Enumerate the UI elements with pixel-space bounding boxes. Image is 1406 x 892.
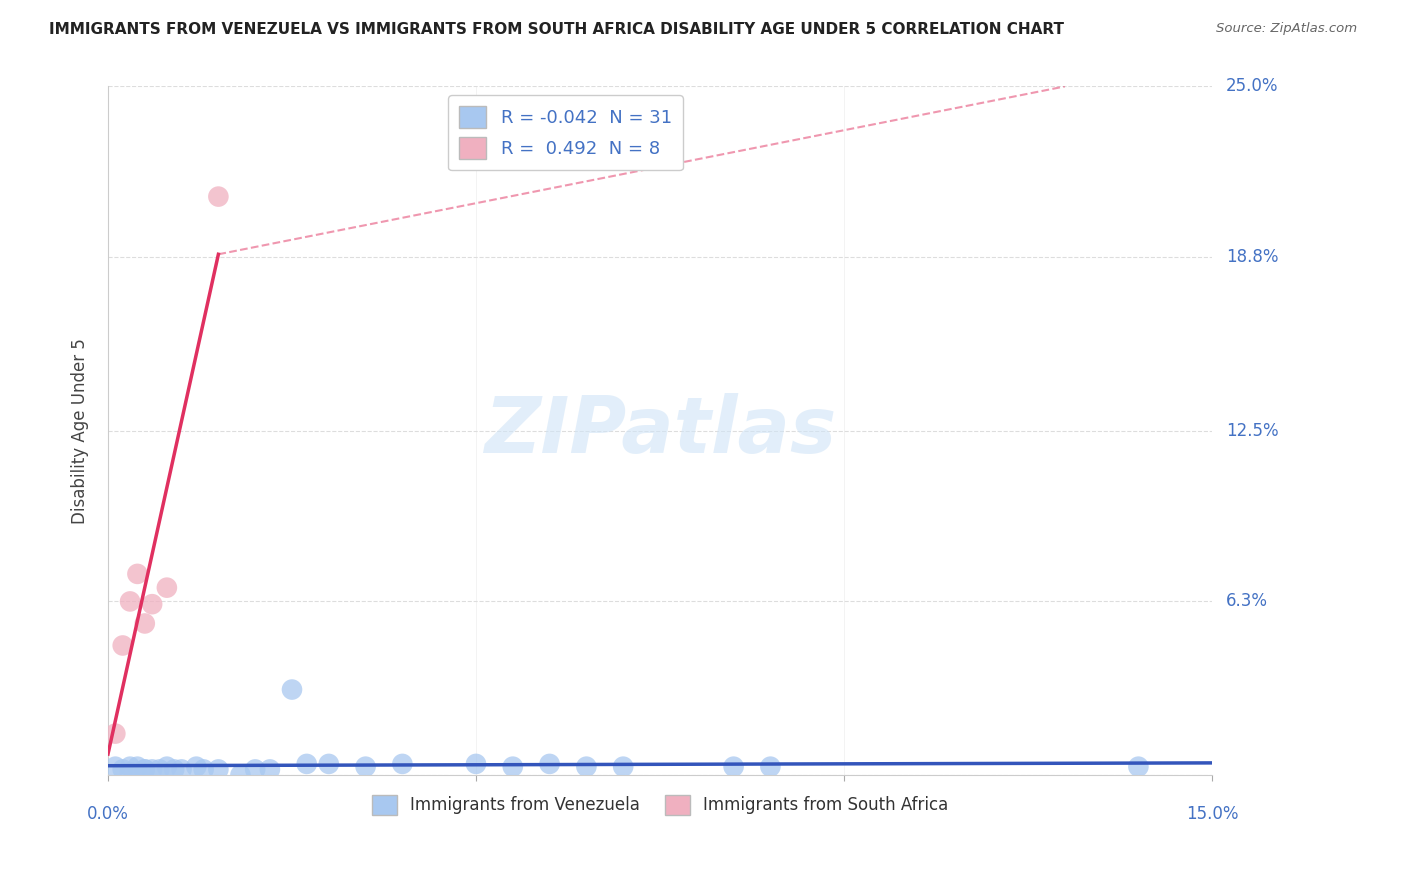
Y-axis label: Disability Age Under 5: Disability Age Under 5 <box>72 338 89 524</box>
Point <box>156 759 179 773</box>
Text: 18.8%: 18.8% <box>1226 248 1278 266</box>
Point <box>612 759 634 773</box>
Point <box>170 763 193 777</box>
Point <box>141 763 163 777</box>
Point <box>1128 759 1150 773</box>
Point <box>391 756 413 771</box>
Point <box>354 759 377 773</box>
Text: Source: ZipAtlas.com: Source: ZipAtlas.com <box>1216 22 1357 36</box>
Text: 15.0%: 15.0% <box>1185 805 1239 823</box>
Text: 0.0%: 0.0% <box>87 805 129 823</box>
Legend: Immigrants from Venezuela, Immigrants from South Africa: Immigrants from Venezuela, Immigrants fr… <box>366 788 955 822</box>
Text: IMMIGRANTS FROM VENEZUELA VS IMMIGRANTS FROM SOUTH AFRICA DISABILITY AGE UNDER 5: IMMIGRANTS FROM VENEZUELA VS IMMIGRANTS … <box>49 22 1064 37</box>
Point <box>134 763 156 777</box>
Point <box>575 759 598 773</box>
Point <box>193 763 215 777</box>
Point <box>538 756 561 771</box>
Point <box>111 639 134 653</box>
Point <box>111 763 134 777</box>
Point <box>127 759 149 773</box>
Point <box>104 759 127 773</box>
Text: 25.0%: 25.0% <box>1226 78 1278 95</box>
Text: 6.3%: 6.3% <box>1226 592 1268 610</box>
Point <box>229 768 252 782</box>
Text: 12.5%: 12.5% <box>1226 422 1278 440</box>
Point <box>245 763 267 777</box>
Point <box>465 756 488 771</box>
Point <box>134 763 156 777</box>
Point <box>120 594 142 608</box>
Point <box>134 616 156 631</box>
Point <box>318 756 340 771</box>
Text: ZIPatlas: ZIPatlas <box>484 392 837 468</box>
Point <box>148 763 170 777</box>
Point <box>104 726 127 740</box>
Point <box>120 765 142 780</box>
Point <box>295 756 318 771</box>
Point <box>723 759 745 773</box>
Point <box>120 759 142 773</box>
Point <box>281 682 304 697</box>
Point <box>502 759 524 773</box>
Point <box>141 597 163 611</box>
Point <box>163 763 186 777</box>
Point <box>186 759 208 773</box>
Point <box>156 581 179 595</box>
Point <box>207 189 229 203</box>
Point <box>127 566 149 581</box>
Point <box>259 763 281 777</box>
Point <box>207 763 229 777</box>
Point <box>759 759 782 773</box>
